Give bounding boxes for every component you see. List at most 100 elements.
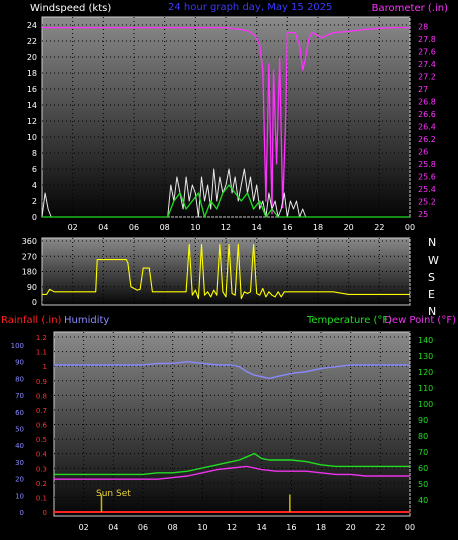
barometer-y-tick: 27.4	[418, 60, 436, 69]
wind-x-tick: 12	[221, 223, 231, 232]
wind-x-tick: 00	[405, 223, 415, 232]
wind-y-tick: 4	[32, 181, 37, 190]
temp-x-tick: 04	[108, 523, 118, 532]
humidity-y-tick: 70	[15, 392, 24, 400]
barometer-y-tick: 26.6	[418, 110, 436, 119]
barometer-y-tick: 27.8	[418, 35, 436, 44]
direction-y-tick: 360	[22, 237, 37, 246]
rain-y-tick: 0.7	[36, 407, 47, 415]
temp-x-tick: 20	[346, 523, 356, 532]
wind-axis-label: Windspeed (kts)	[30, 3, 111, 14]
rain-y-tick: 0.8	[36, 392, 47, 400]
barometer-y-tick: 26.4	[418, 122, 436, 131]
humidity-y-tick: 0	[20, 509, 24, 517]
compass-label: N	[428, 236, 436, 249]
direction-y-tick: 0	[32, 298, 37, 307]
rain-y-tick: 0.3	[36, 465, 47, 473]
humidity-y-tick: 90	[15, 359, 24, 367]
temp-y-tick: 40	[418, 496, 428, 505]
rain-y-tick: 0.2	[36, 480, 47, 488]
wind-y-tick: 2	[32, 197, 37, 206]
temp-y-tick: 140	[418, 336, 433, 345]
barometer-y-tick: 25.4	[418, 185, 436, 194]
wind-x-tick: 20	[344, 223, 354, 232]
rain-y-tick: 1.2	[36, 334, 47, 342]
barometer-y-tick: 26.8	[418, 97, 436, 106]
temperature-axis-label: Temperature (°F)	[306, 315, 392, 326]
wind-y-tick: 24	[27, 21, 37, 30]
humidity-y-tick: 30	[15, 459, 24, 467]
humidity-line	[54, 361, 410, 380]
wind-grid	[42, 17, 411, 218]
humidity-y-tick: 20	[15, 476, 24, 484]
wind-y-tick: 6	[32, 165, 37, 174]
temp-humidity-panel: 02 04 06 08 10 12 14 16 18 20 22 0000.10.20.30.40.5…	[1, 315, 456, 532]
temp-y-tick: 70	[418, 448, 428, 457]
wind-x-tick: 10	[190, 223, 200, 232]
wind-x-tick: 04	[98, 223, 108, 232]
barometer-axis-label: Barometer (.in)	[372, 3, 448, 14]
gust-line	[42, 184, 410, 218]
compass-label: W	[428, 254, 439, 267]
rain-y-tick: 0.9	[36, 378, 47, 386]
temp-y-tick: 120	[418, 368, 433, 377]
wind-tick-labels: 02 04 06 08 10 12 14 16 18 20 22 000246810121416182…	[27, 21, 436, 232]
wind-barometer-panel: 02 04 06 08 10 12 14 16 18 20 22 000246810121416182…	[27, 2, 448, 232]
rain-y-tick: 1	[43, 363, 47, 371]
temp-x-tick: 06	[138, 523, 148, 532]
direction-y-tick: 90	[27, 283, 37, 292]
barometer-y-tick: 25.8	[418, 160, 436, 169]
humidity-y-tick: 60	[15, 409, 24, 417]
direction-y-tick: 180	[22, 268, 37, 277]
temp-x-tick: 10	[197, 523, 207, 532]
temp-x-tick: 08	[168, 523, 178, 532]
temp-y-tick: 60	[418, 464, 428, 473]
humidity-y-tick: 100	[11, 342, 24, 350]
wind-x-tick: 08	[160, 223, 170, 232]
temp-tick-labels: 02 04 06 08 10 12 14 16 18 20 22 0000.10.20.30.40.5…	[11, 334, 434, 532]
humidity-y-tick: 40	[15, 442, 24, 450]
chart-title: 24 hour graph day, May 15 2025	[168, 2, 332, 13]
temp-x-tick: 12	[227, 523, 237, 532]
dewpoint-axis-label: Dew Point (°F)	[384, 315, 456, 326]
wind-y-tick: 20	[27, 53, 37, 62]
temp-y-tick: 100	[418, 400, 433, 409]
rain-y-tick: 0.5	[36, 436, 47, 444]
wind-y-tick: 10	[27, 133, 37, 142]
barometer-y-tick: 27	[418, 85, 428, 94]
barometer-y-tick: 25.2	[418, 197, 436, 206]
humidity-y-tick: 50	[15, 426, 24, 434]
temp-x-tick: 16	[286, 523, 296, 532]
barometer-y-tick: 25	[418, 210, 428, 219]
barometer-y-tick: 25.6	[418, 172, 436, 181]
direction-grid	[42, 238, 411, 305]
rainfall-axis-label: Rainfall (.in)	[1, 315, 62, 326]
wind-x-tick: 22	[374, 223, 384, 232]
humidity-y-tick: 10	[15, 492, 24, 500]
rain-y-tick: 0.4	[36, 451, 48, 459]
dewpoint-line	[54, 465, 410, 480]
barometer-line	[42, 26, 410, 215]
direction-series	[42, 243, 410, 300]
rain-y-tick: 1.1	[36, 349, 47, 357]
rain-y-tick: 0.1	[36, 494, 47, 502]
direction-line	[42, 243, 410, 300]
barometer-y-tick: 27.2	[418, 72, 436, 81]
temperature-line	[54, 452, 410, 476]
wind-y-tick: 8	[32, 149, 37, 158]
humidity-axis-label: Humidity	[64, 315, 109, 326]
wind-y-tick: 18	[27, 69, 37, 78]
wind-x-tick: 16	[282, 223, 292, 232]
wind-x-tick: 14	[252, 223, 262, 232]
wind-y-tick: 12	[27, 117, 37, 126]
wind-x-tick: 18	[313, 223, 323, 232]
compass-label: S	[428, 271, 435, 284]
rain-y-tick: 0.6	[36, 422, 48, 430]
wind-y-tick: 14	[27, 101, 37, 110]
compass-label: E	[428, 288, 435, 301]
wind-line	[41, 168, 410, 218]
direction-y-tick: 270	[22, 252, 37, 261]
